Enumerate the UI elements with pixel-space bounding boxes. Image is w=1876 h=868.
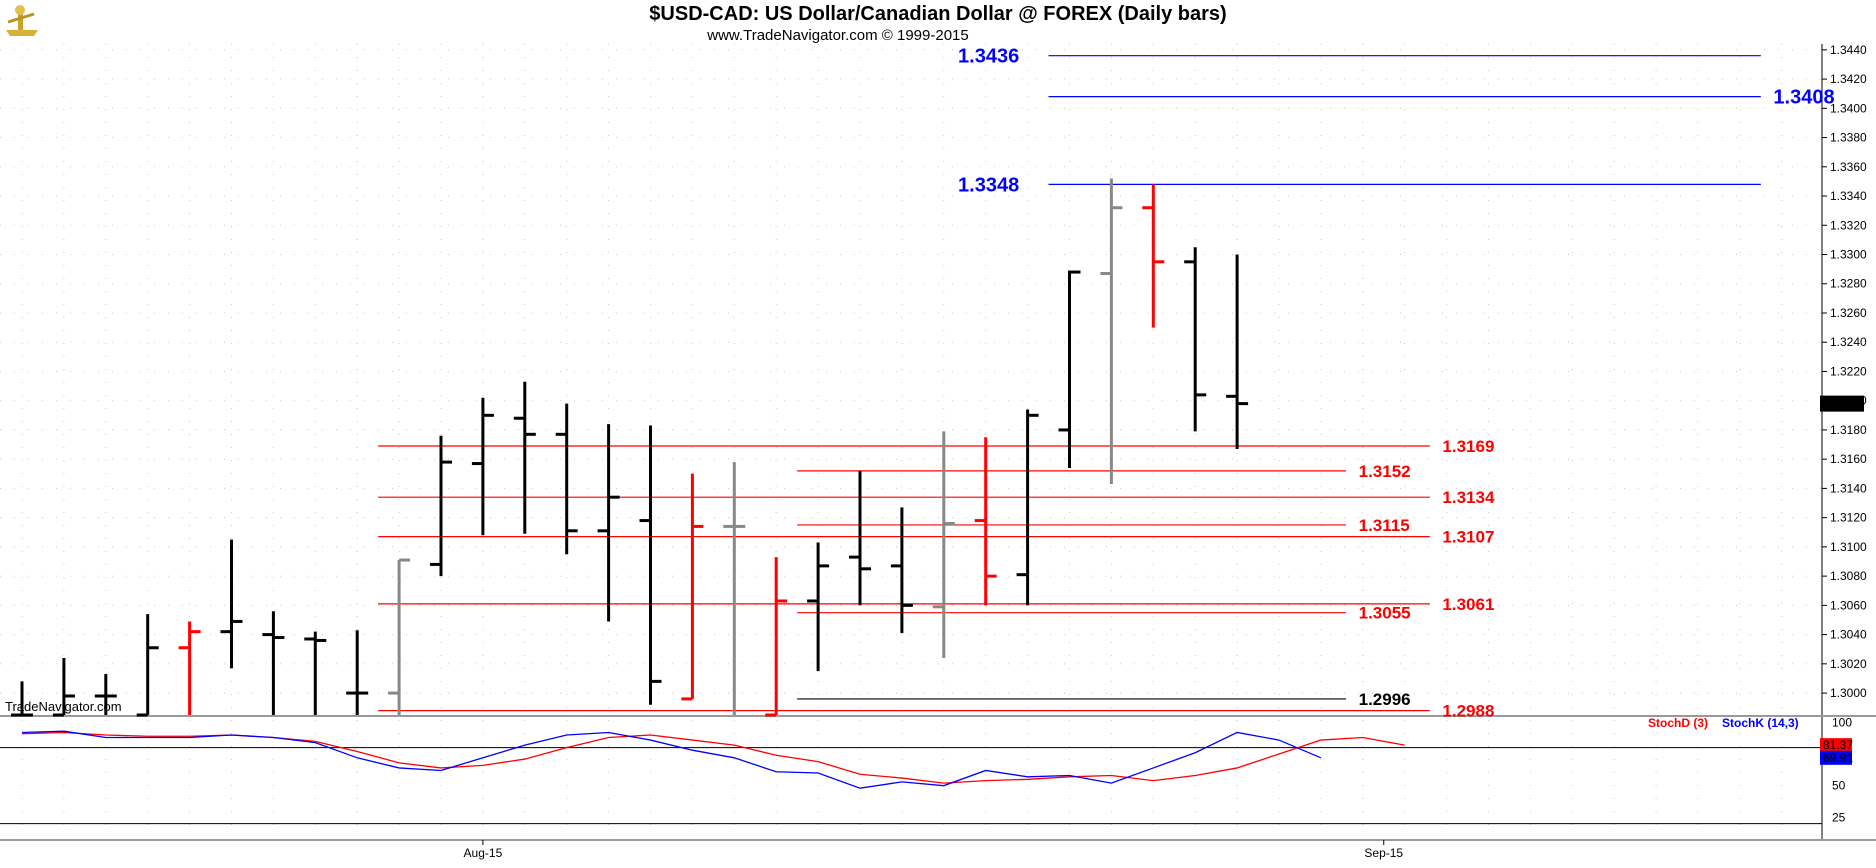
level-label: 1.3107 xyxy=(1442,528,1494,547)
price-tick-label: 1.3240 xyxy=(1830,335,1867,349)
last-price-label: 1.3198 xyxy=(1823,398,1860,412)
price-tick-label: 1.3080 xyxy=(1830,569,1867,583)
price-tick-label: 1.3000 xyxy=(1830,686,1867,700)
date-tick-label: Aug-15 xyxy=(464,846,503,860)
stoch-legend-label: StochD (3) xyxy=(1648,716,1708,730)
ohlc-bar xyxy=(681,473,704,701)
price-tick-label: 1.3340 xyxy=(1830,189,1867,203)
price-tick-label: 1.3160 xyxy=(1830,452,1867,466)
watermark-text: TradeNavigator.com xyxy=(5,699,122,714)
ohlc-bar xyxy=(723,462,746,715)
stoch-tick-label: 50 xyxy=(1832,779,1846,793)
price-tick-label: 1.3380 xyxy=(1830,131,1867,145)
ohlc-bar xyxy=(974,437,997,606)
ohlc-bar xyxy=(262,611,285,715)
price-tick-label: 1.3320 xyxy=(1830,218,1867,232)
ohlc-bar xyxy=(597,424,620,622)
stoch-last-label: 69.91 xyxy=(1823,751,1853,765)
price-tick-label: 1.3440 xyxy=(1830,43,1867,57)
level-label: 1.3408 xyxy=(1773,87,1834,109)
price-tick-label: 1.3020 xyxy=(1830,657,1867,671)
price-tick-label: 1.3300 xyxy=(1830,248,1867,262)
trade-navigator-logo-icon xyxy=(6,5,38,36)
stoch-last-box xyxy=(1820,750,1852,765)
ohlc-bar xyxy=(52,657,75,717)
stoch-legend-label: StochK (14,3) xyxy=(1722,716,1799,730)
ohlc-bar xyxy=(1142,184,1165,328)
price-tick-label: 1.3400 xyxy=(1830,101,1867,115)
date-tick-label: Sep-15 xyxy=(1364,846,1403,860)
price-tick-label: 1.3260 xyxy=(1830,306,1867,320)
ohlc-bar xyxy=(1058,270,1081,468)
ohlc-bar xyxy=(430,435,452,577)
ohlc-bar xyxy=(513,381,536,534)
last-price-box xyxy=(1820,395,1864,412)
ohlc-bar xyxy=(1100,178,1123,485)
chart-title: $USD-CAD: US Dollar/Canadian Dollar @ FO… xyxy=(649,3,1226,25)
ohlc-bar xyxy=(807,542,830,672)
level-label: 1.3115 xyxy=(1359,516,1410,535)
axis-layer: 1.3000 1.3020 1.3040 1.3060 1.3080 1.3100 1.31… xyxy=(464,43,1867,860)
price-tick-label: 1.3220 xyxy=(1830,364,1867,378)
price-tick-label: 1.3140 xyxy=(1830,481,1867,495)
ohlc-bar xyxy=(1016,409,1039,606)
stoch-line xyxy=(21,730,1322,789)
level-label: 1.3152 xyxy=(1359,462,1411,481)
price-tick-label: 1.3280 xyxy=(1830,277,1867,291)
stoch-tick-label: 25 xyxy=(1832,810,1846,824)
ohlc-bar xyxy=(94,674,117,715)
ohlc-bar xyxy=(178,621,201,715)
stoch-last-label: 81.37 xyxy=(1823,738,1853,752)
price-tick-label: 1.3060 xyxy=(1830,598,1867,612)
bar-layer xyxy=(11,178,1249,717)
price-tick-label: 1.3180 xyxy=(1830,423,1867,437)
ohlc-bar xyxy=(304,631,327,715)
level-label: 1.3436 xyxy=(958,46,1019,68)
ohlc-bar xyxy=(220,539,243,669)
ohlc-bar xyxy=(890,507,913,634)
level-label: 1.3055 xyxy=(1359,604,1411,623)
ohlc-bar xyxy=(1226,254,1249,449)
grid-layer xyxy=(0,44,1822,830)
level-label: 1.3348 xyxy=(958,174,1019,196)
ohlc-bar xyxy=(11,681,33,717)
price-tick-label: 1.3420 xyxy=(1830,72,1867,86)
frame-layer xyxy=(0,44,1876,841)
ohlc-bar xyxy=(932,431,955,658)
level-label: 1.3134 xyxy=(1442,488,1495,507)
level-label: 1.3169 xyxy=(1442,437,1494,456)
ohlc-bar xyxy=(1184,247,1207,432)
price-tick-label: 1.3120 xyxy=(1830,511,1867,525)
stoch-tick-label: 100 xyxy=(1832,715,1852,729)
ohlc-bar xyxy=(639,425,662,705)
ohlc-bar xyxy=(765,557,788,717)
ohlc-bar xyxy=(849,470,871,606)
level-label: 1.3061 xyxy=(1442,595,1494,614)
level-layer: 1.3436 1.3408 1.3348 1.3169 1.3152 1.3134 1.31… xyxy=(378,46,1835,721)
ohlc-bar xyxy=(388,558,411,715)
level-label: 1.2996 xyxy=(1359,690,1411,709)
price-tick-label: 1.3040 xyxy=(1830,628,1867,642)
stoch-layer: 81.37 StochD (3) 69.91 StochK (14,3) xyxy=(21,716,1853,789)
ohlc-bar xyxy=(471,397,494,536)
stoch-line xyxy=(21,731,1405,784)
chart-subtitle: www.TradeNavigator.com © 1999-2015 xyxy=(706,27,968,44)
price-tick-label: 1.3100 xyxy=(1830,540,1867,554)
ohlc-bar xyxy=(555,403,578,555)
price-tick-label: 1.3360 xyxy=(1830,160,1867,174)
ohlc-bar xyxy=(346,630,369,715)
stoch-last-box xyxy=(1820,738,1852,753)
level-label: 1.2988 xyxy=(1442,702,1494,721)
ohlc-bar xyxy=(136,614,159,717)
